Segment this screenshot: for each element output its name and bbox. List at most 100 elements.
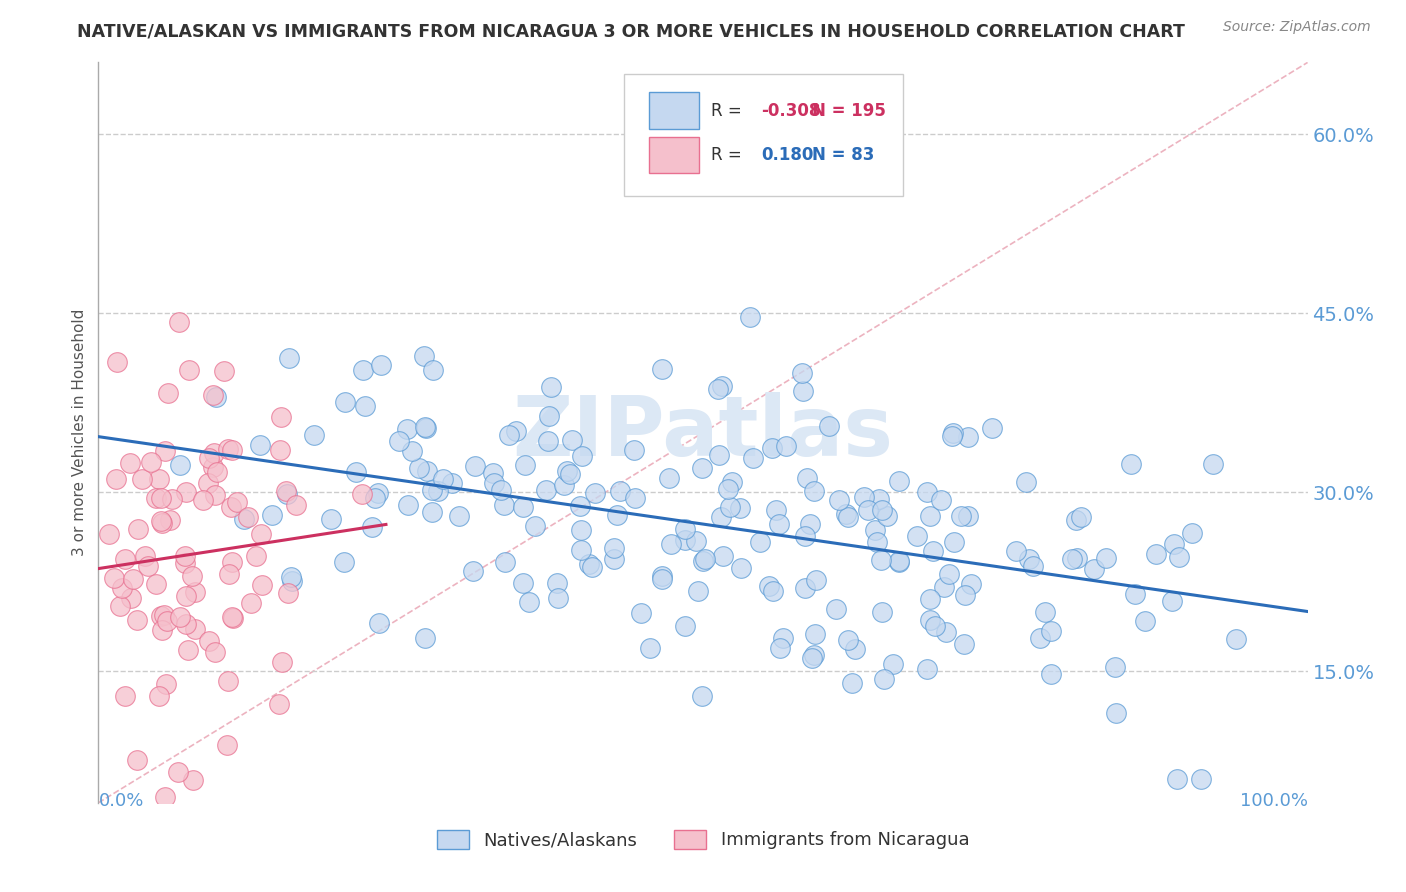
Point <box>837 632 859 647</box>
Point <box>560 433 582 447</box>
Point <box>920 509 942 524</box>
Point <box>924 619 946 633</box>
Point <box>932 580 955 594</box>
Point <box>225 495 247 509</box>
Point <box>717 483 740 497</box>
Text: R =: R = <box>711 102 748 120</box>
Point <box>569 542 592 557</box>
Point <box>1022 558 1045 573</box>
Point <box>540 380 562 394</box>
Point <box>139 454 162 468</box>
Point <box>1181 526 1204 541</box>
Point <box>217 442 239 456</box>
Point <box>941 429 963 443</box>
Point <box>651 362 673 376</box>
Point <box>730 560 752 574</box>
Point <box>606 508 628 522</box>
Point <box>673 522 696 536</box>
Point <box>420 483 443 498</box>
Text: 100.0%: 100.0% <box>1240 792 1308 810</box>
Point <box>127 522 149 536</box>
Point <box>537 434 560 449</box>
Text: NATIVE/ALASKAN VS IMMIGRANTS FROM NICARAGUA 3 OR MORE VEHICLES IN HOUSEHOLD CORR: NATIVE/ALASKAN VS IMMIGRANTS FROM NICARA… <box>77 22 1185 40</box>
Point <box>217 674 239 689</box>
Point <box>929 493 952 508</box>
Point <box>710 510 733 524</box>
Point <box>169 458 191 472</box>
Point <box>623 443 645 458</box>
Point <box>422 505 444 519</box>
Point <box>688 583 710 598</box>
Point <box>692 461 714 475</box>
Point <box>673 619 696 633</box>
Point <box>114 552 136 566</box>
Point <box>136 559 159 574</box>
Point <box>202 446 225 460</box>
Point <box>1144 547 1167 561</box>
Point <box>153 444 176 458</box>
Point <box>440 476 463 491</box>
Point <box>728 500 751 515</box>
Point <box>953 588 976 602</box>
Text: -0.308: -0.308 <box>761 102 821 120</box>
Point <box>1040 666 1063 681</box>
Point <box>537 409 560 423</box>
Point <box>938 567 960 582</box>
Point <box>370 358 392 372</box>
Point <box>870 605 893 619</box>
Point <box>333 395 356 409</box>
Point <box>367 615 389 630</box>
Y-axis label: 3 or more Vehicles in Household: 3 or more Vehicles in Household <box>72 309 87 557</box>
Point <box>150 516 173 531</box>
Point <box>943 535 966 549</box>
Point <box>818 419 841 434</box>
Point <box>344 466 367 480</box>
Point <box>762 584 785 599</box>
Point <box>1018 552 1040 566</box>
Point <box>534 483 557 498</box>
Point <box>155 789 177 804</box>
Point <box>415 631 437 645</box>
Point <box>498 428 520 442</box>
Point <box>651 572 673 586</box>
Point <box>583 486 606 500</box>
Point <box>249 437 271 451</box>
Point <box>882 657 904 672</box>
Point <box>1119 457 1142 471</box>
Point <box>581 560 603 574</box>
Point <box>367 486 389 500</box>
Point <box>274 484 297 499</box>
Point <box>149 609 172 624</box>
Point <box>517 595 540 609</box>
Text: 0.0%: 0.0% <box>98 792 143 810</box>
Point <box>887 555 910 569</box>
Point <box>489 483 512 497</box>
Point <box>512 500 534 514</box>
Point <box>675 533 697 547</box>
Point <box>401 443 423 458</box>
Point <box>302 428 325 442</box>
Point <box>416 464 439 478</box>
Point <box>174 589 197 603</box>
Point <box>801 650 824 665</box>
Point <box>837 510 859 524</box>
Point <box>180 569 202 583</box>
Point <box>149 491 172 506</box>
Point <box>262 508 284 522</box>
Point <box>396 498 419 512</box>
Point <box>285 499 308 513</box>
Point <box>828 492 851 507</box>
Point <box>609 483 631 498</box>
Point <box>281 574 304 588</box>
Point <box>269 443 291 458</box>
Point <box>775 439 797 453</box>
Point <box>624 491 647 506</box>
Point <box>204 487 226 501</box>
Point <box>513 458 536 472</box>
Point <box>792 384 814 398</box>
Point <box>427 483 450 498</box>
Point <box>481 467 503 481</box>
Point <box>638 641 661 656</box>
Point <box>956 430 979 444</box>
Text: 0.180: 0.180 <box>761 146 814 164</box>
